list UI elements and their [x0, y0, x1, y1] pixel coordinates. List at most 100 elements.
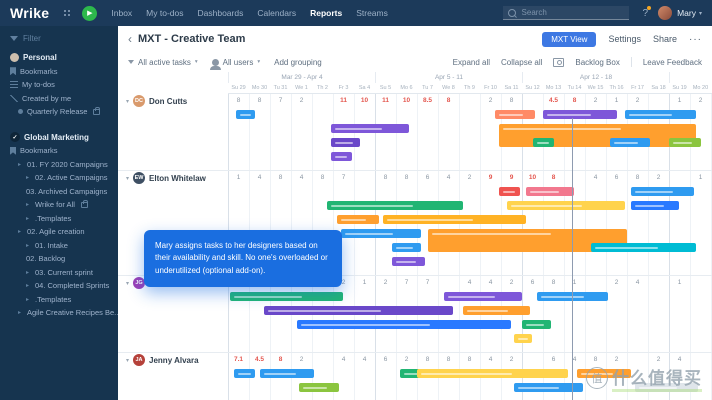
- nav-item-reports[interactable]: Reports: [310, 8, 343, 18]
- action-expand-all[interactable]: Expand all: [453, 58, 490, 67]
- task-bar[interactable]: [230, 292, 344, 301]
- collapse-icon[interactable]: ▾: [126, 98, 130, 105]
- task-bar[interactable]: [635, 383, 699, 392]
- task-bar[interactable]: [330, 152, 352, 161]
- task-bar[interactable]: [330, 124, 409, 133]
- task-bar[interactable]: [400, 369, 426, 378]
- sidebar-item-02-agile-creation[interactable]: ▸ 02. Agile creation: [0, 225, 118, 239]
- search-input[interactable]: [519, 7, 624, 18]
- chevron-right-icon[interactable]: ▸: [26, 296, 30, 303]
- sidebar-filter[interactable]: Filter: [0, 30, 118, 51]
- task-bar[interactable]: [522, 320, 552, 329]
- task-bar[interactable]: [631, 187, 695, 196]
- task-bar[interactable]: [507, 201, 625, 210]
- task-bar[interactable]: [427, 229, 627, 252]
- sidebar-item-my-to-dos[interactable]: My to-dos: [0, 78, 118, 92]
- filter-add-grouping[interactable]: Add grouping: [274, 58, 322, 67]
- task-bar[interactable]: [326, 201, 464, 210]
- task-bar[interactable]: [263, 306, 453, 315]
- task-bar[interactable]: [391, 257, 426, 266]
- app-launcher-icon[interactable]: [63, 8, 73, 18]
- collapse-icon[interactable]: ▾: [126, 357, 130, 364]
- sidebar-item-bookmarks[interactable]: Bookmarks: [0, 65, 118, 79]
- task-bar[interactable]: [526, 187, 575, 196]
- filter-all-users[interactable]: All users ▾: [209, 58, 260, 70]
- nav-item-calendars[interactable]: Calendars: [257, 8, 297, 18]
- task-bar[interactable]: [463, 306, 531, 315]
- task-bar[interactable]: [610, 138, 651, 147]
- sidebar-item-agile-creative-recipes-be[interactable]: ▸ Agile Creative Recipes Be...: [0, 306, 118, 320]
- search-box[interactable]: [502, 6, 629, 20]
- nav-item-streams[interactable]: Streams: [356, 8, 388, 18]
- collapse-icon[interactable]: ▾: [126, 280, 130, 287]
- task-bar[interactable]: [297, 320, 512, 329]
- task-bar[interactable]: [383, 215, 527, 224]
- task-bar[interactable]: [513, 383, 583, 392]
- task-bar[interactable]: [536, 292, 609, 301]
- sidebar-item-personal[interactable]: Personal: [0, 51, 118, 65]
- task-bar[interactable]: [669, 138, 701, 147]
- member-avatar[interactable]: DC: [133, 95, 146, 107]
- view-button[interactable]: MXT View: [542, 31, 597, 47]
- task-bar[interactable]: [543, 110, 617, 119]
- action-leave-feedback[interactable]: Leave Feedback: [643, 58, 702, 67]
- task-bar[interactable]: [498, 187, 520, 196]
- filter-all-active-tasks[interactable]: All active tasks ▾: [128, 58, 198, 67]
- timer-play-icon[interactable]: ▶: [82, 5, 98, 21]
- user-avatar[interactable]: [658, 6, 673, 20]
- task-bar[interactable]: [299, 383, 340, 392]
- sidebar-item-global-marketing[interactable]: ✓ Global Marketing: [0, 131, 118, 145]
- sidebar-item-templates[interactable]: ▸ .Templates: [0, 212, 118, 226]
- settings-button[interactable]: Settings: [608, 34, 641, 44]
- chevron-right-icon[interactable]: ▸: [26, 202, 30, 209]
- task-bar[interactable]: [236, 110, 256, 119]
- task-bar[interactable]: [494, 110, 535, 119]
- task-bar[interactable]: [513, 334, 533, 343]
- member-avatar[interactable]: JA: [133, 354, 146, 366]
- sidebar-item-bookmarks[interactable]: Bookmarks: [0, 144, 118, 158]
- task-bar[interactable]: [417, 369, 569, 378]
- sidebar-item-01-intake[interactable]: ▸ 01. Intake: [0, 239, 118, 253]
- task-bar[interactable]: [591, 243, 697, 252]
- task-bar[interactable]: [330, 138, 361, 147]
- collapse-icon[interactable]: ▾: [126, 175, 130, 182]
- share-button[interactable]: Share: [652, 34, 677, 44]
- sidebar-item-01-fy-2020-campaigns[interactable]: ▸ 01. FY 2020 Campaigns: [0, 158, 118, 172]
- task-bar[interactable]: [391, 243, 422, 252]
- task-bar[interactable]: [624, 110, 697, 119]
- action-collapse-all[interactable]: Collapse all: [501, 58, 542, 67]
- chevron-right-icon[interactable]: ▸: [26, 242, 30, 249]
- sidebar-item-quarterly-release[interactable]: Quarterly Release: [0, 105, 118, 119]
- task-bar[interactable]: [444, 292, 522, 301]
- sidebar-item-wrike-for-all[interactable]: ▸ Wrike for All: [0, 198, 118, 212]
- task-bar[interactable]: [498, 124, 697, 147]
- user-name[interactable]: Mary: [677, 8, 696, 18]
- nav-item-dashboards[interactable]: Dashboards: [197, 8, 244, 18]
- chevron-right-icon[interactable]: ▸: [26, 283, 30, 290]
- sidebar-item-02-active-campaigns[interactable]: ▸ 02. Active Campaigns: [0, 171, 118, 185]
- sidebar-item-created-by-me[interactable]: Created by me: [0, 92, 118, 106]
- task-bar[interactable]: [259, 369, 315, 378]
- chevron-right-icon[interactable]: ▸: [18, 310, 22, 317]
- sidebar-item-02-backlog[interactable]: 02. Backlog: [0, 252, 118, 266]
- chevron-right-icon[interactable]: ▸: [26, 175, 30, 182]
- chevron-right-icon[interactable]: ▸: [18, 229, 22, 236]
- task-bar[interactable]: [234, 369, 256, 378]
- more-menu-icon[interactable]: ···: [689, 33, 702, 45]
- member-avatar[interactable]: EW: [133, 172, 146, 184]
- sidebar-item-03-current-sprint[interactable]: ▸ 03. Current sprint: [0, 266, 118, 280]
- sidebar-item-03-archived-campaigns[interactable]: 03. Archived Campaigns: [0, 185, 118, 199]
- chevron-down-icon[interactable]: ▾: [698, 10, 702, 17]
- back-button[interactable]: ‹: [128, 32, 132, 46]
- nav-item-inbox[interactable]: Inbox: [111, 8, 133, 18]
- chevron-right-icon[interactable]: ▸: [26, 269, 30, 276]
- help-icon[interactable]: ?: [642, 5, 651, 19]
- chevron-right-icon[interactable]: ▸: [26, 215, 30, 222]
- task-bar[interactable]: [631, 201, 680, 210]
- snapshot-icon[interactable]: [553, 57, 565, 67]
- task-bar[interactable]: [337, 215, 380, 224]
- member-avatar[interactable]: JG: [133, 277, 146, 289]
- nav-item-my-to-dos[interactable]: My to-dos: [146, 8, 184, 18]
- sidebar-item-04-completed-sprints[interactable]: ▸ 04. Completed Sprints: [0, 279, 118, 293]
- task-bar[interactable]: [532, 138, 554, 147]
